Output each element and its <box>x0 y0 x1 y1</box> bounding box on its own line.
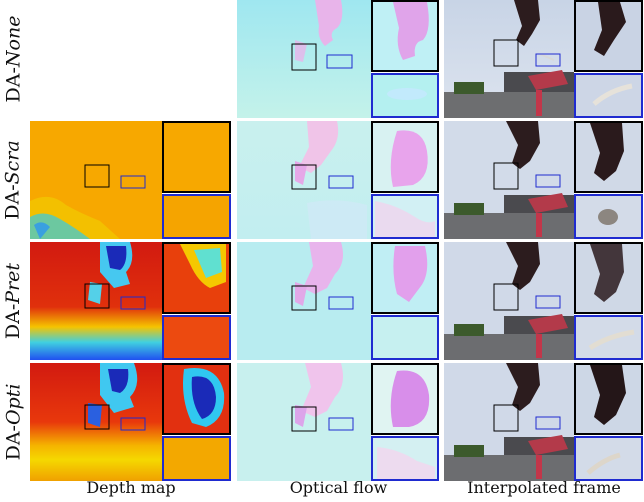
interpolated-frame-opti <box>444 363 644 481</box>
depth-map-pret <box>30 242 232 360</box>
column-label-interpolated-frame: Interpolated frame <box>467 478 621 497</box>
row-label-opti: DA-Opti <box>2 383 25 461</box>
optical-flow-scra <box>237 121 440 239</box>
optical-flow-pret <box>237 242 440 360</box>
column-label-optical-flow: Optical flow <box>289 478 388 497</box>
interpolated-frame-pret <box>444 242 644 360</box>
optical-flow-opti <box>237 363 440 481</box>
interpolated-frame-none <box>444 0 644 118</box>
row-label-scra: DA-Scra <box>2 140 25 220</box>
interpolated-frame-scra <box>444 121 644 239</box>
optical-flow-none <box>237 0 440 118</box>
column-label-depth-map: Depth map <box>86 478 176 497</box>
depth-map-opti <box>30 363 232 481</box>
depth-map-scra <box>30 121 232 239</box>
depth-map-none-empty <box>30 0 232 118</box>
row-label-none: DA-None <box>2 15 25 103</box>
row-label-pret: DA-Pret <box>2 262 24 340</box>
